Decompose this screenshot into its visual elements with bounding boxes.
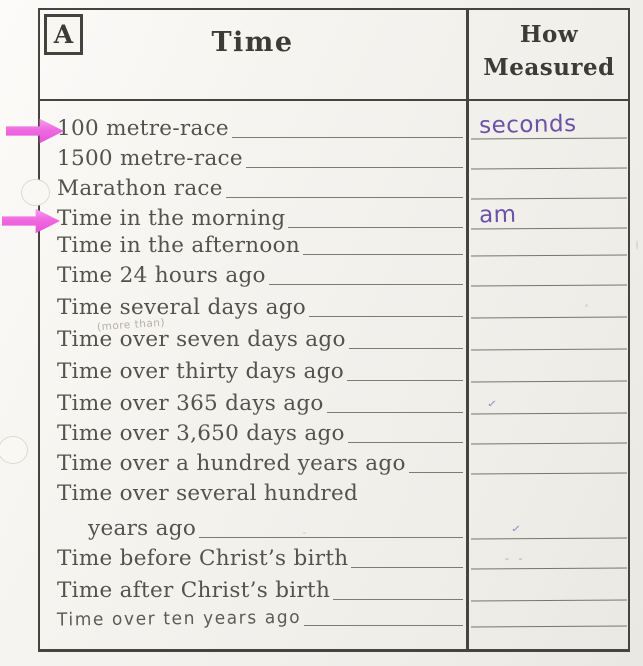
answer-blank-underline	[199, 537, 463, 538]
table-row: Time over seven days ago	[57, 322, 463, 352]
answer-blank-underline	[245, 167, 463, 168]
table-row: Time over thirty days ago	[57, 354, 463, 384]
column-header-how-measured: How Measured	[483, 21, 615, 81]
header-separator-line	[38, 99, 630, 102]
answer-blank-underline	[333, 599, 463, 600]
table-row: Time after Christ’s birth	[57, 573, 463, 603]
row-label: Time before Christ’s birth	[57, 546, 349, 572]
table-row-handwritten: Time over ten years ago	[56, 599, 463, 631]
section-label-box: A	[44, 14, 83, 55]
row-label: Time over ten years ago	[56, 607, 302, 631]
row-label: Time 24 hours ago	[57, 263, 266, 289]
row-label: Time over 3,650 days ago	[57, 421, 345, 447]
table-row: Time several days ago	[57, 290, 463, 320]
table-row: Time over 3,650 days ago	[57, 416, 463, 446]
answer-blank-underline	[309, 316, 463, 317]
table-row: Time over a hundred years ago	[57, 446, 463, 476]
row-label: Time over several hundred	[57, 481, 359, 507]
answer-blank-underline	[268, 284, 463, 285]
tiny-check-mark: ✓	[486, 399, 498, 410]
handwritten-answer: am	[478, 201, 517, 229]
row-label: Time after Christ’s birth	[57, 578, 331, 604]
scan-speck	[585, 304, 588, 307]
answer-blank-underline	[303, 254, 463, 255]
table-row: Time over 365 days ago	[57, 386, 463, 416]
table-row: years ago	[88, 511, 463, 541]
table-row: Time in the morning	[57, 201, 463, 231]
row-label: Time over a hundred years ago	[57, 451, 406, 477]
section-label: A	[53, 20, 74, 49]
answer-blank-underline	[348, 348, 463, 349]
row-label: Time over seven days ago	[57, 327, 346, 353]
table-row: Marathon race	[57, 171, 463, 201]
scan-speck	[303, 532, 306, 534]
table-row: Time in the afternoon	[57, 228, 463, 258]
answer-blank-underline	[288, 227, 463, 228]
row-label: 100 metre-race	[57, 116, 229, 142]
row-label: Marathon race	[57, 176, 223, 202]
table-row: 100 metre-race	[57, 111, 463, 141]
row-label: years ago	[88, 516, 197, 542]
table-row: Time before Christ’s birth	[57, 541, 463, 571]
row-label: 1500 metre-race	[57, 146, 243, 172]
answer-blank-underline	[326, 412, 463, 413]
hole-punch-icon	[21, 179, 50, 206]
table-row: 1500 metre-race	[57, 141, 463, 171]
row-label: Time over thirty days ago	[57, 359, 344, 385]
column-header-time: Time	[211, 27, 294, 58]
table-outer-border	[38, 8, 630, 652]
answer-blank-underline	[347, 442, 463, 443]
answer-blank-underline	[231, 137, 463, 138]
answer-blank-underline	[225, 197, 463, 198]
answer-blank-underline	[346, 380, 463, 381]
table-row: Time 24 hours ago	[57, 258, 463, 288]
handwritten-answer: seconds	[478, 110, 577, 140]
answer-blank-underline	[304, 625, 463, 626]
tiny-check-mark: ✓	[510, 524, 522, 535]
row-label: Time over 365 days ago	[57, 391, 324, 417]
row-label: Time in the afternoon	[57, 233, 301, 259]
pencil-dash-mark: - -	[505, 552, 526, 565]
answer-blank-underline	[408, 472, 463, 473]
row-label: Time several days ago	[57, 295, 307, 321]
table-row: Time over several hundred	[57, 476, 463, 506]
column-divider-line	[466, 8, 469, 652]
row-label: Time in the morning	[57, 206, 286, 232]
hole-punch-icon	[0, 436, 28, 464]
scan-speck	[636, 240, 638, 250]
answer-blank-underline	[351, 567, 463, 568]
